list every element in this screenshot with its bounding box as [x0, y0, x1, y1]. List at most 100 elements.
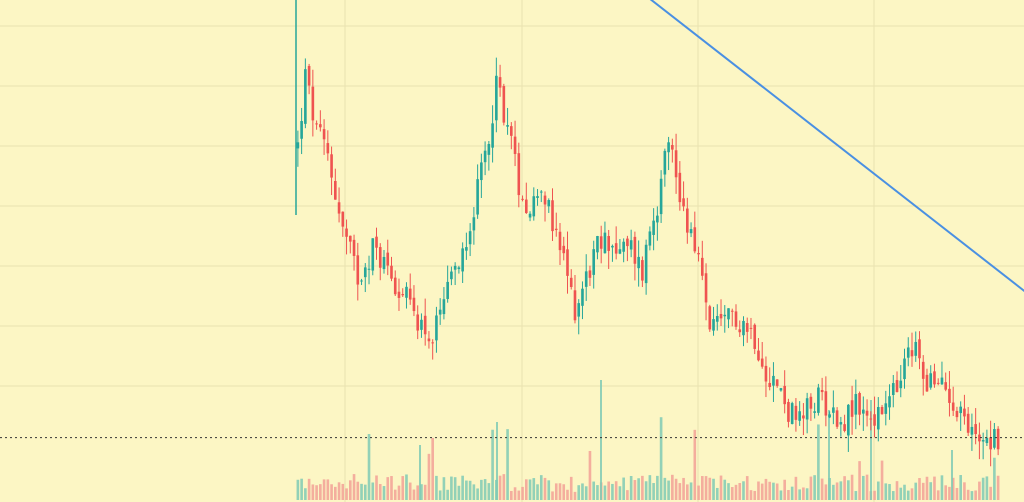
- volume-bar: [390, 476, 393, 500]
- candle-body: [296, 142, 300, 149]
- volume-bar: [966, 489, 970, 500]
- candle-body: [873, 414, 876, 426]
- candle-body: [697, 252, 700, 255]
- candle-body: [468, 231, 472, 245]
- volume-bar: [914, 482, 918, 500]
- volume-bar: [472, 484, 476, 500]
- candle-body: [656, 215, 659, 223]
- volume-bar: [981, 477, 985, 500]
- volume-bar: [641, 475, 644, 500]
- candle-body: [420, 319, 423, 330]
- volume-bar: [847, 480, 850, 500]
- candle-body: [622, 241, 625, 252]
- candle-body: [480, 162, 483, 181]
- volume-bar: [884, 483, 888, 500]
- candle-body: [974, 424, 977, 435]
- volume-bar: [929, 482, 933, 500]
- volume-bar: [461, 475, 464, 500]
- volume-bar: [611, 483, 614, 500]
- volume-bar: [419, 445, 421, 500]
- candle-body: [891, 383, 895, 396]
- candle-body: [955, 410, 959, 418]
- candle-body: [412, 297, 416, 312]
- volume-bar: [322, 479, 326, 500]
- volume-bar: [408, 482, 412, 500]
- volume-bar: [772, 482, 775, 500]
- volume-bar: [805, 488, 809, 500]
- volume-bar: [584, 486, 588, 500]
- volume-bar: [648, 475, 652, 500]
- volume-bar: [348, 480, 352, 500]
- volume-bar: [592, 481, 596, 500]
- candle-body: [981, 440, 985, 442]
- candle-body: [360, 280, 363, 282]
- candle-body: [854, 394, 858, 415]
- volume-bar: [558, 483, 562, 500]
- candle-body: [667, 142, 670, 153]
- volume-bar: [794, 476, 798, 500]
- candle-body: [322, 129, 326, 140]
- candle-body: [704, 273, 708, 303]
- candle-body: [401, 294, 405, 296]
- volume-bar: [483, 479, 487, 500]
- volume-bar: [363, 484, 367, 500]
- volume-bar: [824, 484, 828, 500]
- candle-body: [749, 327, 753, 329]
- volume-bar: [539, 475, 543, 500]
- volume-bar: [296, 479, 300, 500]
- volume-bar: [633, 480, 637, 500]
- volume-bar: [659, 417, 663, 500]
- volume-bar: [304, 488, 307, 500]
- candle-body: [581, 288, 584, 306]
- volume-bar: [566, 489, 569, 500]
- volume-bar: [963, 482, 966, 500]
- candle-body: [498, 77, 502, 88]
- candle-body: [790, 403, 794, 424]
- volume-bar: [382, 486, 386, 500]
- candle-body: [637, 256, 640, 269]
- candle-body: [689, 229, 693, 234]
- candle-body: [730, 310, 734, 312]
- volume-bar: [955, 487, 959, 500]
- candle-body: [895, 380, 899, 393]
- candle-body: [536, 196, 539, 198]
- candle-body: [611, 245, 614, 248]
- volume-bar: [356, 481, 360, 500]
- volume-bar: [985, 476, 989, 500]
- candle-body: [678, 172, 682, 203]
- volume-bar: [715, 487, 719, 500]
- volume-bar: [978, 481, 981, 500]
- candle-body: [652, 220, 655, 235]
- candle-body: [742, 320, 745, 336]
- volume-bar: [850, 474, 854, 500]
- candle-body: [757, 350, 760, 361]
- candle-body: [461, 248, 464, 272]
- candle-body: [446, 281, 449, 299]
- candle-body: [798, 411, 801, 421]
- volume-bar: [951, 477, 955, 500]
- candle-body: [341, 211, 345, 227]
- candle-body: [910, 350, 914, 357]
- volume-bar: [457, 485, 461, 500]
- volume-bar: [569, 476, 573, 500]
- volume-bar: [712, 478, 715, 500]
- volume-bar: [375, 475, 378, 500]
- volume-bar: [940, 475, 944, 500]
- candle-body: [880, 406, 884, 415]
- volume-bar: [787, 490, 790, 500]
- volume-bar: [686, 484, 689, 500]
- volume-bar: [532, 478, 536, 500]
- volume-bars: [296, 380, 1000, 500]
- volume-bar: [607, 481, 610, 500]
- candle-body: [618, 249, 622, 254]
- volume-bar: [554, 483, 558, 500]
- volume-bar: [921, 482, 925, 500]
- candle-body: [367, 268, 371, 270]
- volume-bar: [862, 475, 865, 500]
- volume-bar: [536, 484, 539, 500]
- candle-body: [629, 240, 633, 250]
- candle-body: [491, 123, 494, 148]
- candle-body: [820, 390, 824, 393]
- candle-body: [532, 196, 536, 217]
